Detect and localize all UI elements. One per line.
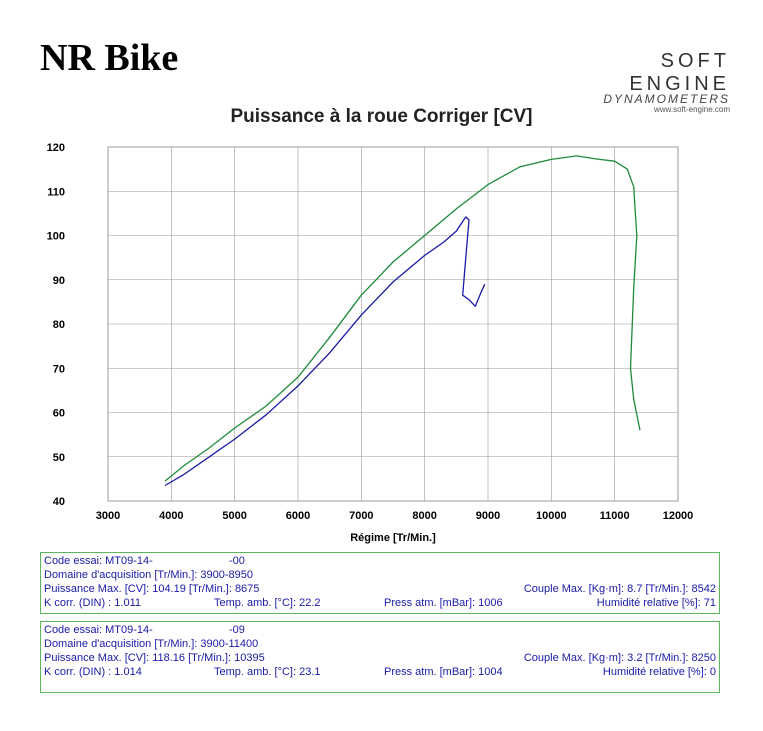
x-tick-label: 8000: [412, 510, 436, 522]
run2-power: Puissance Max. [CV]: 118.16 [Tr/Min.]: 1…: [44, 652, 265, 664]
x-tick-label: 4000: [159, 510, 183, 522]
run2-temp: Temp. amb. [°C]: 23.1: [214, 666, 321, 678]
x-tick-label: 3000: [96, 510, 120, 522]
y-tick-labels: 40 50 60 70 80 90 100 110 120: [47, 142, 65, 508]
chart-series: [164, 155, 641, 487]
y-tick-label: 120: [47, 142, 65, 154]
run1-power: Puissance Max. [CV]: 104.19 [Tr/Min.]: 8…: [44, 583, 260, 595]
y-tick-label: 70: [53, 363, 65, 375]
run2-torque: Couple Max. [Kg·m]: 3.2 [Tr/Min.]: 8250: [523, 652, 716, 664]
y-tick-label: 110: [47, 186, 65, 198]
chart-grid: [107, 146, 679, 502]
run2-code: Code essai: MT09-14-: [44, 624, 153, 636]
series-line-2: [164, 155, 641, 482]
run1-domain: Domaine d'acquisition [Tr/Min.]: 3900-89…: [44, 569, 253, 581]
y-tick-label: 90: [53, 275, 65, 287]
x-tick-labels: 3000 4000 5000 6000 7000 8000 9000 10000 11000 12…: [96, 510, 694, 522]
y-tick-label: 100: [47, 231, 65, 243]
x-tick-label: 5000: [222, 510, 246, 522]
logo-url-text: www.soft-engine.com: [653, 105, 730, 114]
x-tick-label: 12000: [663, 510, 694, 522]
x-tick-label: 6000: [286, 510, 310, 522]
series-line-1: [164, 216, 486, 487]
logo-main-text: SOFT ENGINE: [629, 50, 730, 95]
x-tick-label: 10000: [536, 510, 567, 522]
run2-press: Press atm. [mBar]: 1004: [384, 666, 503, 678]
run1-torque: Couple Max. [Kg·m]: 8.7 [Tr/Min.]: 8542: [523, 583, 716, 595]
run1-code: Code essai: MT09-14-: [44, 555, 153, 567]
run1-temp: Temp. amb. [°C]: 22.2: [214, 597, 321, 609]
run1-code-suffix: -00: [229, 555, 245, 567]
logo-sub-text: DYNAMOMETERS: [603, 92, 730, 106]
run-info-box-2: Code essai: MT09-14- -09 Domaine d'acqui…: [40, 621, 720, 693]
x-axis-title: Régime [Tr/Min.]: [350, 532, 436, 544]
x-tick-label: 7000: [349, 510, 373, 522]
x-tick-label: 9000: [476, 510, 500, 522]
run2-code-suffix: -09: [229, 624, 245, 636]
run2-humidity: Humidité relative [%]: 0: [602, 666, 716, 678]
y-tick-label: 40: [53, 496, 65, 508]
run2-domain: Domaine d'acquisition [Tr/Min.]: 3900-11…: [44, 638, 259, 650]
soft-engine-logo: SOFT ENGINE DYNAMOMETERS www.soft-engine…: [560, 50, 730, 114]
brand-title: NR Bike: [40, 37, 179, 79]
chart-title: Puissance à la roue Corriger [CV]: [230, 106, 533, 127]
run1-press: Press atm. [mBar]: 1006: [384, 597, 503, 609]
run-info-box-1: Code essai: MT09-14- -00 Domaine d'acqui…: [40, 552, 720, 614]
y-tick-label: 50: [53, 452, 65, 464]
y-tick-label: 80: [53, 319, 65, 331]
run1-humidity: Humidité relative [%]: 71: [596, 597, 716, 609]
x-tick-label: 11000: [600, 510, 630, 522]
run2-kcorr: K corr. (DIN) : 1.014: [44, 666, 142, 678]
run1-kcorr: K corr. (DIN) : 1.011: [44, 597, 141, 609]
y-tick-label: 60: [53, 408, 65, 420]
